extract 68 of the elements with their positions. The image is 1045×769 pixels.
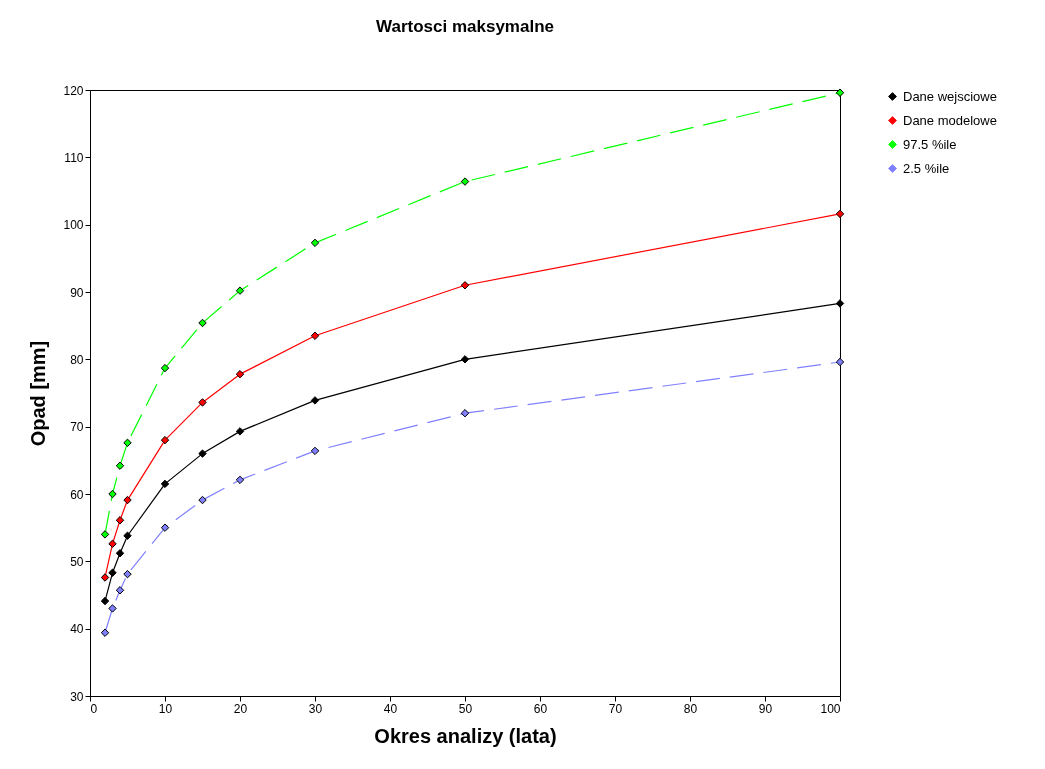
y-tick-label: 80	[70, 352, 84, 367]
y-tick-label: 70	[70, 420, 84, 435]
x-tick-label: 30	[308, 701, 323, 716]
point	[835, 88, 845, 97]
point	[235, 286, 245, 295]
point	[160, 523, 170, 532]
y-tick-label: 100	[63, 218, 84, 233]
point	[310, 238, 320, 248]
x-tick-label: 60	[533, 701, 548, 716]
x-tick-label: 50	[458, 701, 473, 716]
x-tick-label: 0	[90, 701, 98, 716]
point	[460, 177, 470, 186]
point	[100, 573, 110, 582]
point	[835, 299, 845, 308]
point	[100, 596, 110, 606]
point	[123, 531, 132, 540]
point	[235, 475, 245, 485]
y-tick-label: 30	[70, 689, 84, 704]
y-tick-label: 50	[70, 554, 84, 569]
point	[115, 516, 125, 525]
point	[100, 530, 110, 539]
point	[108, 489, 117, 499]
x-tick-label: 70	[608, 701, 623, 716]
x-tick-label: 100	[820, 701, 841, 716]
legend-label: 2.5 %ile	[903, 160, 950, 176]
x-tick-label: 20	[233, 701, 248, 716]
chart-title: Wartosci maksymalne	[376, 17, 554, 36]
point	[160, 363, 170, 373]
y-tick-label: 40	[70, 622, 84, 637]
legend-label: 97.5 %ile	[903, 136, 957, 152]
y-axis-title: Opad [mm]	[27, 340, 50, 447]
y-tick-label: 120	[63, 83, 84, 98]
point	[160, 479, 170, 489]
point	[460, 355, 470, 364]
x-tick-label: 90	[758, 701, 773, 716]
point	[100, 628, 110, 637]
point	[310, 331, 320, 340]
point	[460, 408, 470, 418]
point	[235, 427, 245, 436]
point	[310, 446, 320, 456]
y-tick-label: 110	[64, 150, 84, 165]
point	[198, 495, 207, 505]
point	[123, 495, 132, 505]
point	[198, 449, 207, 458]
x-tick-label: 10	[158, 701, 173, 716]
point	[460, 281, 470, 290]
point	[108, 568, 117, 577]
legend-label: Dane modelowe	[903, 112, 997, 128]
point	[115, 586, 125, 595]
point	[310, 396, 320, 405]
point	[115, 549, 125, 558]
point	[123, 438, 132, 448]
point	[835, 209, 845, 219]
x-tick-label: 80	[683, 701, 698, 716]
y-tick-label: 90	[70, 285, 84, 300]
point	[108, 539, 117, 549]
point	[108, 604, 117, 613]
x-axis-title: Okres analizy (lata)	[374, 724, 557, 747]
y-tick-label: 60	[70, 487, 84, 502]
point	[160, 435, 170, 445]
point	[198, 318, 207, 328]
point	[835, 357, 845, 367]
point	[115, 461, 125, 470]
point	[123, 569, 132, 579]
point	[235, 369, 245, 379]
x-tick-label: 40	[383, 701, 398, 716]
legend-label: Dane wejsciowe	[903, 88, 997, 104]
point	[198, 398, 207, 407]
